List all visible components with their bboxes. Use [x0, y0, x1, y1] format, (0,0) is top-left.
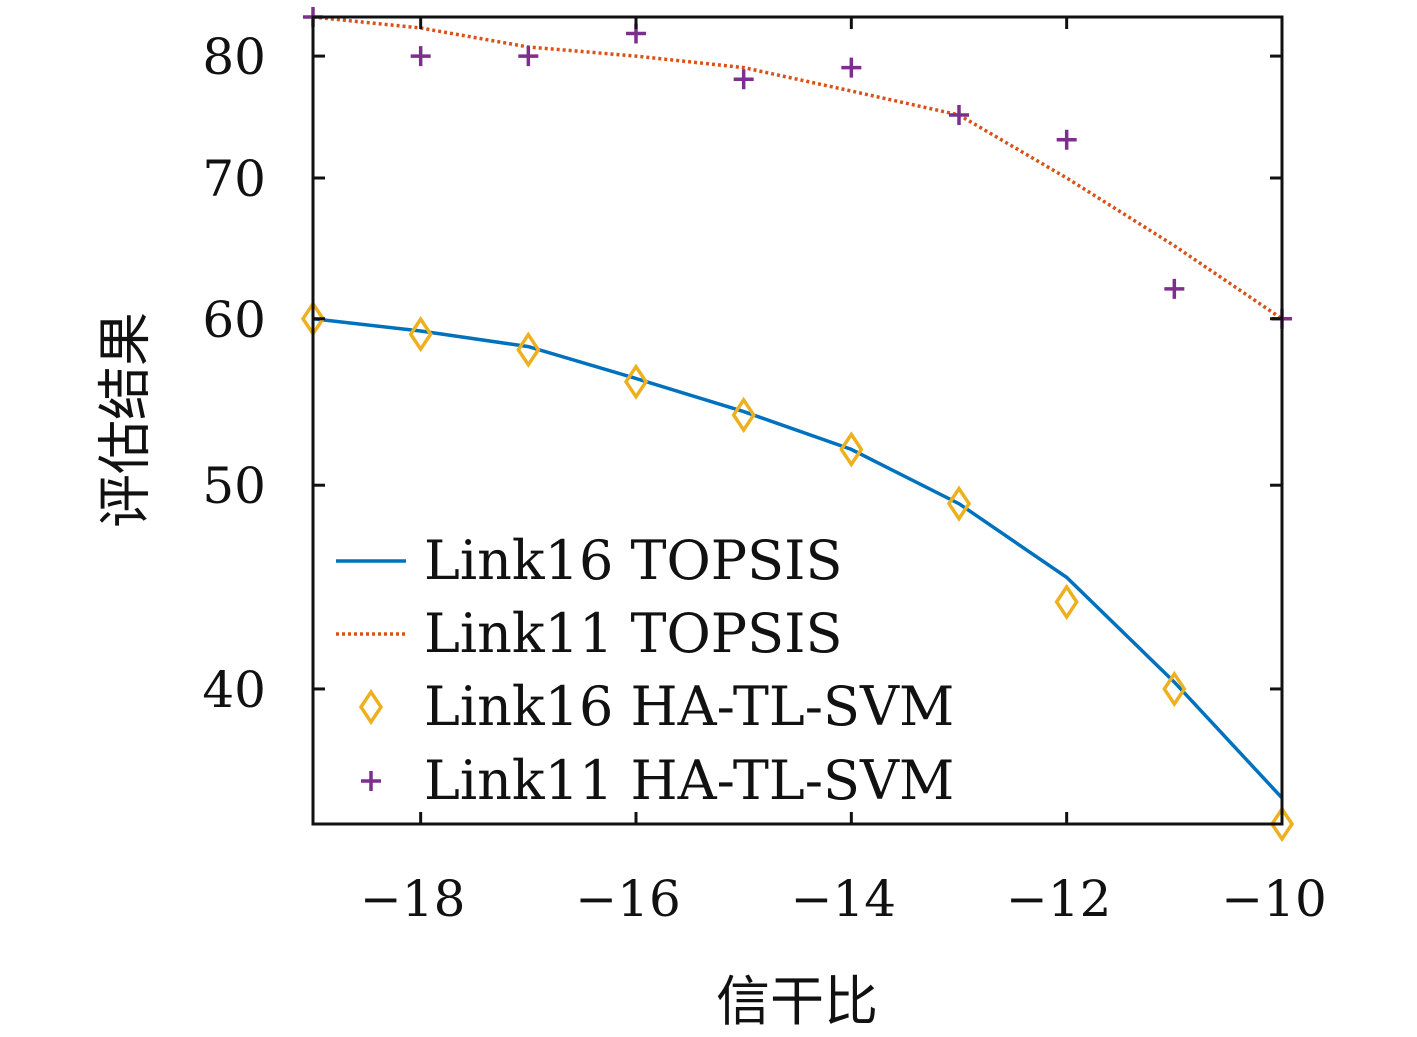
ticks-layer: −18 −16 −14 −12 −10 40 50 60 70 80 — [202, 17, 1327, 928]
data-point — [841, 57, 862, 78]
y-tick-label: 40 — [202, 661, 266, 719]
legend-swatch — [358, 688, 384, 726]
series-line — [312, 317, 1284, 800]
x-tick-label: −16 — [575, 870, 681, 928]
legend-entry: Link11 TOPSIS — [336, 602, 842, 665]
y-tick-label: 80 — [202, 28, 266, 86]
x-tick-label: −18 — [360, 870, 466, 928]
y-tick-label: 50 — [202, 457, 266, 515]
plot-frame — [311, 15, 1284, 826]
legend-label: Link16 TOPSIS — [424, 529, 842, 592]
x-tick-label: −10 — [1221, 870, 1327, 928]
data-point — [623, 363, 649, 400]
y-axis-title: 评估结果 — [94, 312, 157, 528]
x-axis-title: 信干比 — [716, 970, 878, 1033]
data-point — [408, 315, 433, 353]
series-link11-topsis — [312, 15, 1283, 321]
data-point — [1162, 670, 1187, 708]
series-link16-ha-tl-svm — [300, 300, 1295, 843]
series-line — [312, 15, 1283, 321]
legend-label: Link11 TOPSIS — [424, 602, 842, 665]
x-tick-label: −14 — [791, 870, 897, 928]
x-tick-label: −12 — [1006, 870, 1112, 928]
data-point — [946, 485, 972, 522]
y-tick-label: 70 — [202, 150, 266, 208]
data-point — [516, 331, 541, 368]
data-point — [1056, 129, 1077, 150]
series-link11-ha-tl-svm — [303, 7, 1292, 329]
data-point — [949, 105, 969, 126]
legend-entry: Link11 HA-TL-SVM — [361, 749, 954, 812]
series-link16-topsis — [312, 317, 1284, 800]
data-point — [1054, 583, 1079, 621]
data-point — [839, 431, 864, 468]
legend-entry: Link16 TOPSIS — [336, 529, 842, 592]
legend-entry: Link16 HA-TL-SVM — [358, 675, 954, 738]
data-point — [731, 396, 756, 434]
data-point — [518, 46, 539, 67]
legend-swatch — [361, 771, 381, 791]
y-tick-label: 60 — [202, 291, 266, 349]
legend: Link16 TOPSIS Link11 TOPSIS Link16 HA-TL-S… — [336, 529, 954, 812]
legend-label: Link16 HA-TL-SVM — [424, 675, 954, 738]
data-point — [410, 46, 431, 67]
data-point — [733, 69, 754, 90]
data-point — [1164, 278, 1185, 299]
data-point — [1269, 805, 1295, 843]
legend-label: Link11 HA-TL-SVM — [424, 749, 954, 812]
